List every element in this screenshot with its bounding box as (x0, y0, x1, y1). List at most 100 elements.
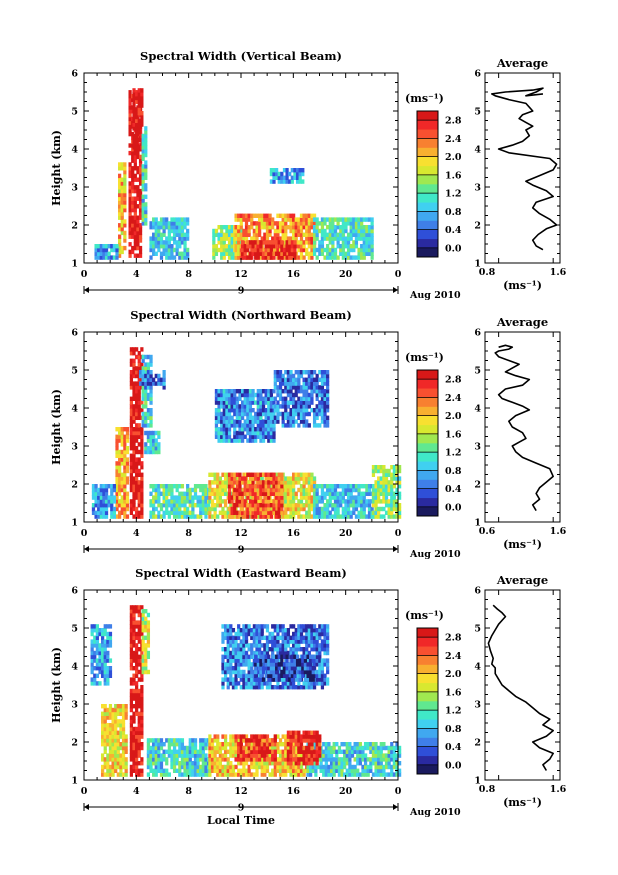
heatmap-cell (264, 251, 268, 256)
heatmap-cell (332, 772, 336, 777)
heatmap-cell (102, 510, 106, 515)
heatmap-cell (360, 236, 364, 241)
heatmap-cell (341, 217, 345, 222)
heatmap-cell (235, 487, 239, 493)
heatmap-cell (115, 480, 119, 485)
heatmap-cell (115, 442, 119, 447)
heatmap-cell (120, 442, 124, 447)
heatmap-cell (123, 196, 127, 201)
heatmap-cell (233, 472, 237, 477)
heatmap-cell (305, 251, 309, 256)
heatmap-cell (277, 499, 281, 504)
heatmap-cell (97, 487, 101, 493)
heatmap-cell (276, 404, 280, 409)
heatmap-cell (170, 221, 174, 226)
profile-y-tick-label: 1 (474, 518, 481, 529)
heatmap-cell (286, 381, 291, 386)
heatmap-cell (183, 217, 187, 222)
heatmap-cell (305, 213, 309, 218)
heatmap-cell (106, 730, 110, 735)
heatmap-cell (315, 423, 319, 428)
heatmap-cell (323, 411, 327, 417)
heatmap-cell (288, 179, 292, 184)
heatmap-cell (273, 370, 277, 375)
heatmap-cell (312, 510, 317, 515)
heatmap-cell (132, 643, 136, 648)
heatmap-cell (152, 749, 156, 754)
heatmap-cell (278, 738, 283, 743)
heatmap-cell (357, 499, 361, 504)
heatmap-cell (120, 219, 124, 224)
heatmap-cell (341, 510, 345, 515)
heatmap-cell (131, 204, 135, 209)
heatmap-cell (137, 730, 141, 735)
heatmap-cell (238, 423, 242, 428)
heatmap-cell (159, 764, 164, 770)
heatmap-cell (258, 734, 262, 739)
heatmap-cell (310, 484, 314, 489)
heatmap-cell (152, 772, 156, 777)
heatmap-cell (324, 772, 328, 777)
heatmap-cell (281, 761, 285, 766)
heatmap-cell (241, 514, 245, 519)
heatmap-cell (230, 506, 234, 512)
heatmap-cell (390, 465, 394, 470)
heatmap-cell (252, 236, 256, 241)
heatmap-cell (360, 503, 364, 508)
heatmap-cell (289, 228, 293, 234)
heatmap-cell (323, 484, 327, 489)
heatmap-cell (129, 624, 134, 629)
heatmap-cell (167, 225, 171, 230)
heatmap-cell (392, 506, 396, 512)
heatmap-cell (318, 400, 322, 405)
heatmap-cell (146, 738, 151, 743)
heatmap-cell (352, 240, 356, 245)
heatmap-cell (315, 408, 319, 413)
heatmap-cell (135, 480, 139, 485)
heatmap-cell (199, 738, 203, 743)
heatmap-cell (112, 514, 116, 519)
heatmap-cell (297, 228, 301, 234)
heatmap-cell (220, 427, 224, 432)
heatmap-cell (103, 673, 107, 678)
heatmap-cell (221, 510, 225, 515)
heatmap-cell (292, 217, 296, 222)
heatmap-cell (129, 635, 134, 640)
heatmap-cell (199, 757, 203, 762)
heatmap-cell (239, 742, 243, 747)
heatmap-cell (292, 411, 296, 417)
heatmap-cell (125, 461, 130, 466)
heatmap-cell (123, 177, 127, 182)
heatmap-cell (234, 734, 238, 739)
heatmap-cell (307, 514, 311, 519)
heatmap-cell (154, 742, 158, 747)
heatmap-cell (284, 476, 288, 481)
heatmap-cell (252, 221, 256, 226)
heatmap-cell (193, 491, 198, 496)
heatmap-cell (135, 650, 139, 656)
y-axis-label: Height (km) (50, 389, 63, 465)
heatmap-cell (218, 503, 222, 508)
heatmap-cell (137, 472, 141, 477)
heatmap-cell (186, 510, 190, 515)
heatmap-cell (137, 514, 141, 519)
heatmap-cell (137, 411, 141, 417)
heatmap-cell (289, 411, 293, 417)
heatmap-cell (331, 217, 335, 222)
heatmap-cell (118, 465, 122, 470)
heatmap-cell (235, 430, 239, 436)
heatmap-cell (220, 247, 224, 253)
heatmap-cell (336, 225, 340, 230)
heatmap-cell (346, 495, 351, 500)
heatmap-cell (140, 434, 144, 439)
heatmap-cell (123, 200, 127, 205)
heatmap-cell (128, 204, 132, 209)
heatmap-cell (144, 381, 148, 386)
heatmap-cell (129, 347, 134, 352)
heatmap-cell (258, 738, 262, 743)
heatmap-cell (265, 753, 270, 758)
heatmap-cell (259, 430, 263, 436)
heatmap-cell (135, 114, 139, 120)
heatmap-cell (292, 415, 296, 420)
heatmap-cell (244, 753, 249, 758)
